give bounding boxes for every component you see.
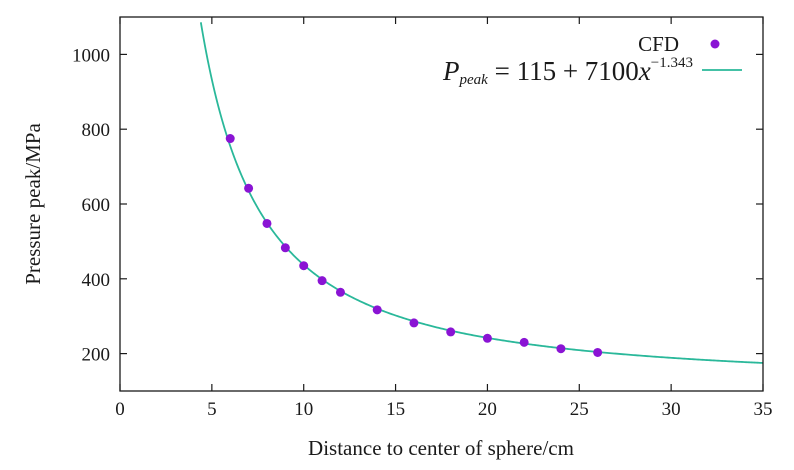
x-tick-label-4: 20 <box>478 399 497 420</box>
legend-fit-p: P <box>442 56 460 86</box>
legend-fit-subscript: peak <box>459 72 489 88</box>
legend-label-cfd: CFD <box>638 32 679 56</box>
cfd-point-5 <box>317 276 327 286</box>
y-tick-label-0: 200 <box>82 345 111 366</box>
cfd-point-12 <box>556 344 566 354</box>
legend-fit-x: x <box>638 56 651 86</box>
legend-label-fit: Ppeak = 115 + 7100x−1.343 <box>442 55 693 88</box>
legend-marker-cfd <box>710 39 720 49</box>
fit-curve <box>199 22 763 364</box>
x-tick-label-0: 0 <box>115 399 125 420</box>
legend: CFD Ppeak = 115 + 7100x−1.343 <box>442 32 742 88</box>
x-tick-label-6: 30 <box>662 399 681 420</box>
y-tick-label-4: 1000 <box>72 45 110 66</box>
y-tick-label-2: 600 <box>82 195 111 216</box>
x-tick-label-2: 10 <box>294 399 313 420</box>
y-tick-label-3: 800 <box>82 120 111 141</box>
cfd-point-3 <box>280 243 290 253</box>
cfd-point-1 <box>244 183 254 193</box>
cfd-point-10 <box>482 333 492 343</box>
cfd-point-11 <box>519 337 529 347</box>
y-tick-label-1: 400 <box>82 270 111 291</box>
cfd-point-9 <box>446 327 456 337</box>
cfd-point-8 <box>409 318 419 328</box>
plot-frame <box>119 16 764 392</box>
x-tick-label-5: 25 <box>570 399 589 420</box>
series-layer <box>199 22 763 364</box>
cfd-point-0 <box>225 134 235 144</box>
legend-fit-equation: = 115 + 7100 <box>488 56 639 86</box>
cfd-point-6 <box>335 287 345 297</box>
cfd-point-2 <box>262 218 272 228</box>
axis-tick-labels: 0 5 10 15 20 25 30 35 200 400 600 800 1000 <box>72 45 773 420</box>
y-axis-label: Pressure peak/MPa <box>21 123 45 285</box>
axis-ticks <box>119 17 764 391</box>
x-tick-label-7: 35 <box>754 399 773 420</box>
x-tick-label-1: 5 <box>207 399 217 420</box>
x-tick-label-3: 15 <box>386 399 405 420</box>
cfd-point-13 <box>593 347 603 357</box>
x-axis-label: Distance to center of sphere/cm <box>308 436 574 460</box>
cfd-point-4 <box>299 261 309 271</box>
legend-fit-exponent: −1.343 <box>651 55 693 71</box>
cfd-point-7 <box>372 305 382 315</box>
